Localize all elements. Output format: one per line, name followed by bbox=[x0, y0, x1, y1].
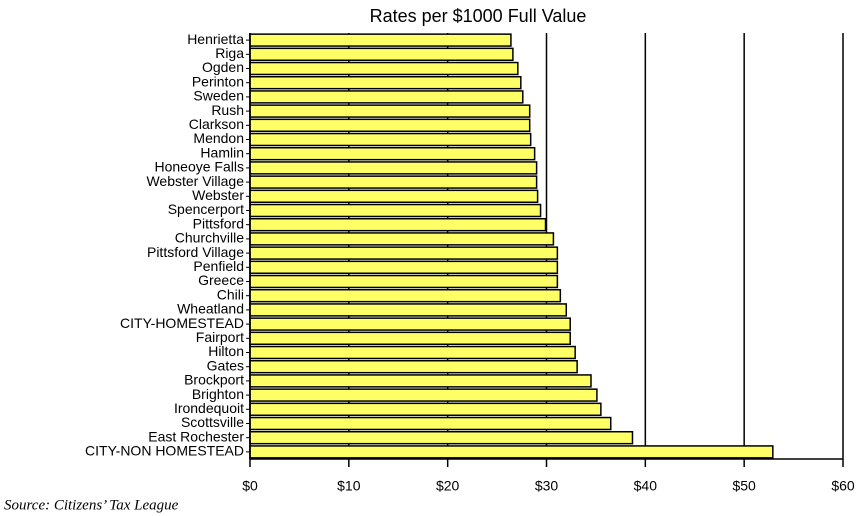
source-note: Source: Citizens’ Tax League bbox=[4, 497, 179, 513]
y-tick-label: East Rochester bbox=[148, 428, 244, 444]
y-tick-label: Perinton bbox=[192, 73, 244, 89]
x-tick-label: $30 bbox=[535, 478, 559, 494]
y-tick-label: Hamlin bbox=[200, 144, 244, 160]
y-tick-label: Ogden bbox=[202, 59, 244, 75]
bar bbox=[249, 317, 571, 331]
y-tick-label: Penfield bbox=[193, 258, 244, 274]
y-tick-label: Webster Village bbox=[146, 173, 244, 189]
bar bbox=[249, 61, 519, 76]
bar bbox=[249, 331, 571, 346]
bar bbox=[249, 445, 774, 459]
y-tick-label: Greece bbox=[198, 272, 244, 288]
y-tick-label: Hilton bbox=[208, 343, 244, 359]
y-tick-label: Pittsford bbox=[193, 215, 244, 231]
y-tick-label: Sweden bbox=[193, 88, 244, 104]
x-tick-label: $40 bbox=[634, 478, 658, 494]
bar bbox=[249, 104, 531, 118]
y-tick-label: Chili bbox=[217, 286, 244, 302]
bar bbox=[249, 47, 514, 62]
bar bbox=[249, 161, 538, 175]
y-tick-label: Wheatland bbox=[177, 301, 244, 317]
y-tick-label: Irondequoit bbox=[174, 400, 244, 416]
bar bbox=[249, 416, 612, 431]
y-tick-label: Mendon bbox=[193, 130, 244, 146]
x-tick-label: $50 bbox=[732, 478, 756, 494]
bar bbox=[249, 303, 568, 317]
bar bbox=[249, 260, 559, 275]
bar bbox=[249, 146, 536, 161]
y-tick-label: Spencerport bbox=[168, 201, 244, 217]
y-tick-label: Clarkson bbox=[189, 116, 244, 132]
bar bbox=[249, 118, 531, 133]
bar bbox=[249, 374, 592, 388]
y-tick-label: CITY-HOMESTEAD bbox=[120, 315, 244, 331]
x-tick-label: $0 bbox=[242, 478, 258, 494]
bar bbox=[249, 345, 576, 360]
bar bbox=[249, 288, 562, 303]
bar bbox=[249, 203, 542, 218]
bar bbox=[249, 33, 512, 47]
y-tick-label: Scottsville bbox=[181, 414, 244, 430]
bar bbox=[249, 232, 555, 246]
y-tick-label: Gates bbox=[207, 357, 244, 373]
bar bbox=[249, 430, 634, 445]
y-tick-label: CITY-NON HOMESTEAD bbox=[85, 443, 244, 459]
y-tick-label: Churchville bbox=[175, 230, 244, 246]
y-tick-label: Webster bbox=[192, 187, 244, 203]
bar bbox=[249, 90, 524, 104]
x-tick-label: $10 bbox=[337, 478, 361, 494]
bar bbox=[249, 175, 538, 189]
y-tick-label: Fairport bbox=[196, 329, 244, 345]
bar bbox=[249, 402, 602, 417]
y-tick-label: Henrietta bbox=[187, 31, 244, 47]
x-tick-label: $20 bbox=[436, 478, 460, 494]
bar bbox=[249, 189, 539, 204]
bar bbox=[249, 388, 598, 402]
y-tick-label: Honeoye Falls bbox=[155, 159, 245, 175]
y-tick-label: Rush bbox=[211, 102, 244, 118]
chart-title: Rates per $1000 Full Value bbox=[370, 6, 587, 26]
bar bbox=[249, 132, 532, 147]
bar bbox=[249, 75, 522, 90]
bar bbox=[249, 217, 547, 232]
bar bbox=[249, 274, 559, 289]
y-tick-label: Brockport bbox=[184, 372, 244, 388]
x-tick-label: $60 bbox=[831, 478, 855, 494]
y-tick-label: Pittsford Village bbox=[147, 244, 244, 260]
y-tick-label: Riga bbox=[215, 45, 244, 61]
y-tick-label: Brighton bbox=[192, 386, 244, 402]
bar bbox=[249, 246, 559, 260]
bar bbox=[249, 359, 578, 374]
